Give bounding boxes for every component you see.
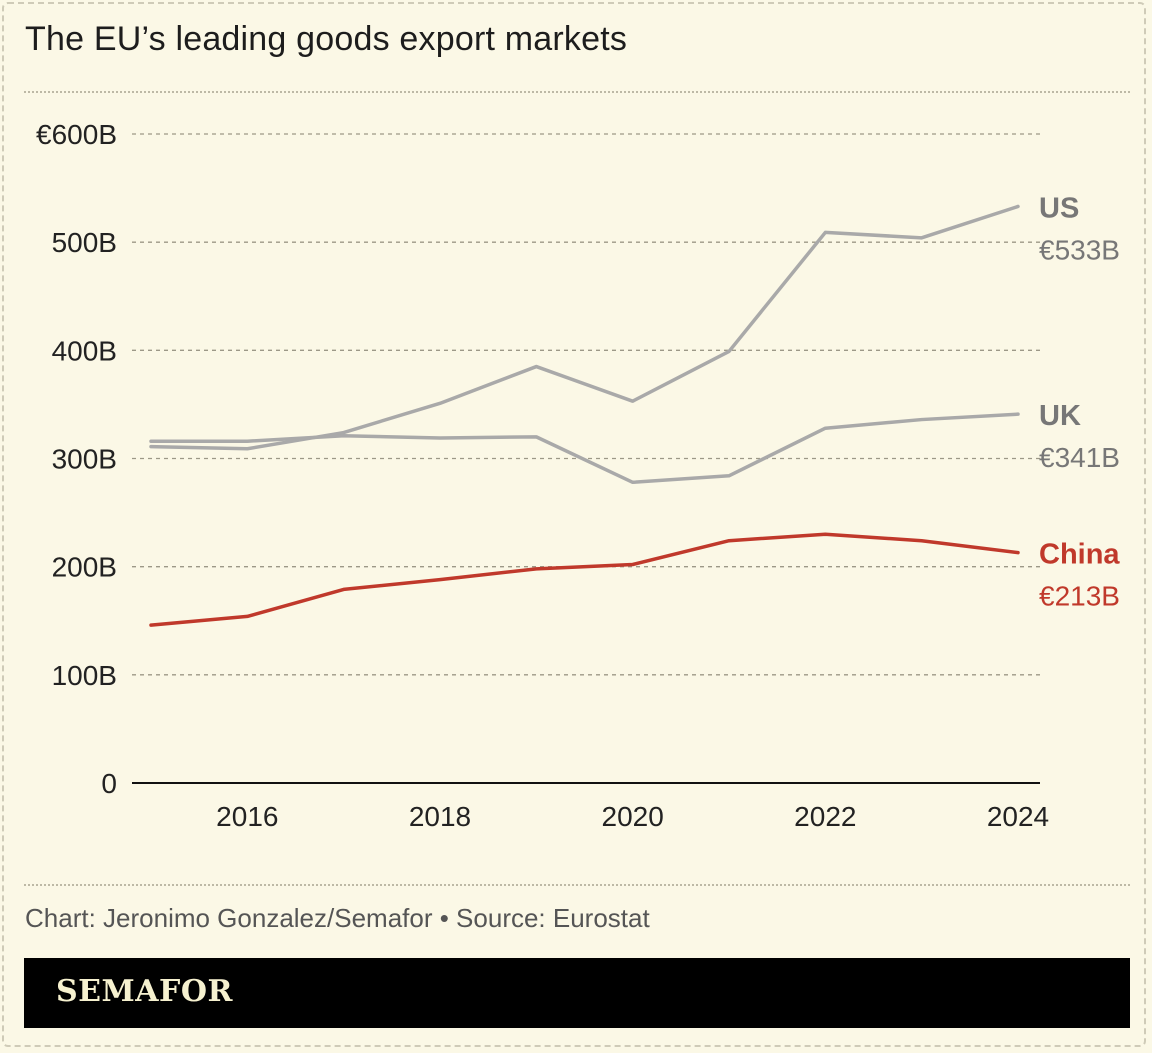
footer-divider [24, 884, 1130, 886]
x-tick-label: 2016 [216, 801, 278, 832]
series-value-label: €533B [1039, 234, 1120, 265]
brand-logo: SEMAFOR [56, 974, 233, 1009]
y-tick-label: 0 [101, 768, 117, 799]
source-note: Chart: Jeronimo Gonzalez/Semafor • Sourc… [25, 903, 650, 933]
x-tick-label: 2018 [409, 801, 471, 832]
y-tick-label: 100B [52, 660, 117, 691]
series-value-label: €341B [1039, 442, 1120, 473]
y-tick-label: €600B [36, 119, 117, 150]
series-line-china [149, 532, 1020, 627]
y-tick-label: 400B [52, 335, 117, 366]
title-divider [24, 91, 1130, 93]
brand-bar: SEMAFOR [24, 958, 1130, 1028]
chart-title: The EU’s leading goods export markets [25, 20, 628, 58]
x-tick-label: 2022 [794, 801, 856, 832]
series-name-label: US [1039, 192, 1079, 224]
series-name-label: China [1039, 539, 1120, 571]
series-line-us [149, 204, 1020, 451]
x-tick-label: 2020 [602, 801, 664, 832]
series-value-label: €213B [1039, 581, 1120, 612]
line-chart: 0 100B 200B 300B 400B 500B €600B 2016 2018 2020 20… [36, 119, 1120, 832]
x-tick-label: 2024 [987, 801, 1049, 832]
y-tick-label: 500B [52, 227, 117, 258]
series-line-uk [149, 412, 1020, 485]
series-name-label: UK [1039, 400, 1081, 432]
y-tick-label: 300B [52, 444, 117, 475]
y-tick-label: 200B [52, 552, 117, 583]
